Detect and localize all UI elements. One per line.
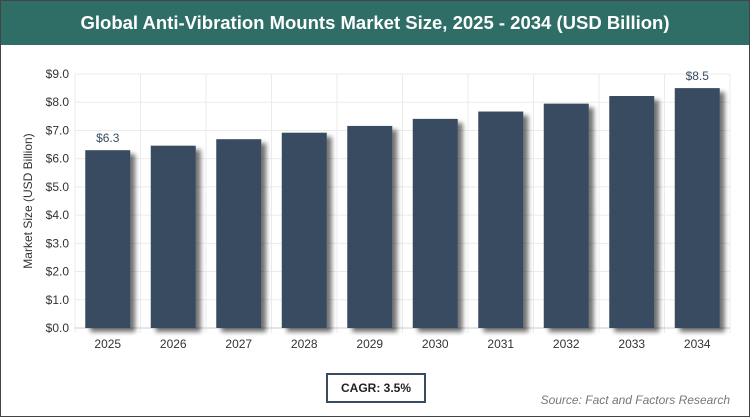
- bar-2026: [150, 145, 196, 328]
- x-tick-label: 2033: [618, 337, 645, 351]
- x-tick-label: 2029: [356, 337, 383, 351]
- x-tick-label: 2030: [422, 337, 449, 351]
- data-label: $6.3: [96, 131, 120, 145]
- y-tick-label: $0.0: [46, 321, 70, 335]
- source-note: Source: Fact and Factors Research: [540, 393, 730, 407]
- x-tick-label: 2026: [160, 337, 187, 351]
- x-tick-label: 2027: [225, 337, 252, 351]
- y-tick-label: $4.0: [46, 208, 70, 222]
- chart-title: Global Anti-Vibration Mounts Market Size…: [1, 1, 749, 45]
- y-tick-label: $9.0: [46, 67, 70, 81]
- bar-2034: [674, 88, 720, 328]
- y-tick-label: $3.0: [46, 236, 70, 250]
- x-tick-label: 2032: [553, 337, 580, 351]
- bar-2033: [609, 96, 655, 328]
- y-axis-label: Market Size (USD Billion): [21, 133, 35, 268]
- x-tick-label: 2025: [94, 337, 121, 351]
- x-tick-label: 2034: [684, 337, 711, 351]
- y-tick-label: $5.0: [46, 180, 70, 194]
- data-label: $8.5: [686, 69, 710, 83]
- x-tick-label: 2031: [487, 337, 514, 351]
- bar-2030: [412, 118, 458, 328]
- cagr-badge: CAGR: 3.5%: [326, 373, 426, 403]
- bar-2027: [216, 139, 262, 328]
- bar-2031: [478, 111, 524, 328]
- y-tick-label: $8.0: [46, 95, 70, 109]
- y-tick-label: $2.0: [46, 265, 70, 279]
- bar-2032: [543, 103, 589, 328]
- x-tick-label: 2028: [291, 337, 318, 351]
- y-tick-label: $7.0: [46, 123, 70, 137]
- bar-2028: [281, 132, 327, 328]
- y-tick-label: $1.0: [46, 293, 70, 307]
- y-tick-label: $6.0: [46, 152, 70, 166]
- bar-2025: [85, 150, 131, 328]
- bar-2029: [347, 125, 393, 328]
